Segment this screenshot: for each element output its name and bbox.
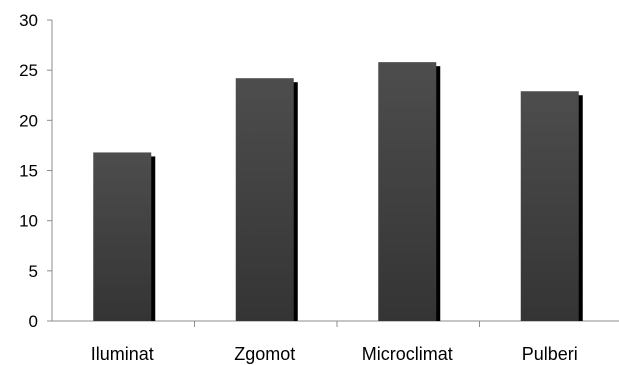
chart-labels: 0 5 10 15 20 25 30 Iluminat Zgomot Microclimat Pul… (19, 11, 578, 364)
y-tick-label: 30 (19, 11, 38, 30)
chart-bars (93, 62, 583, 322)
y-tick-label: 15 (19, 162, 38, 181)
x-category-label: Iluminat (91, 344, 154, 364)
y-tick-label: 25 (19, 61, 38, 80)
bar-zgomot (235, 78, 294, 322)
bar-iluminat (93, 152, 152, 321)
y-tick-label: 0 (29, 312, 38, 331)
y-tick-label: 10 (19, 212, 38, 231)
bar-microclimat (378, 62, 437, 321)
bar-pulberi (520, 91, 579, 321)
x-category-label: Pulberi (522, 344, 578, 364)
x-category-label: Zgomot (234, 344, 295, 364)
y-tick-label: 5 (29, 262, 38, 281)
y-tick-label: 20 (19, 111, 38, 130)
x-category-label: Microclimat (362, 344, 453, 364)
